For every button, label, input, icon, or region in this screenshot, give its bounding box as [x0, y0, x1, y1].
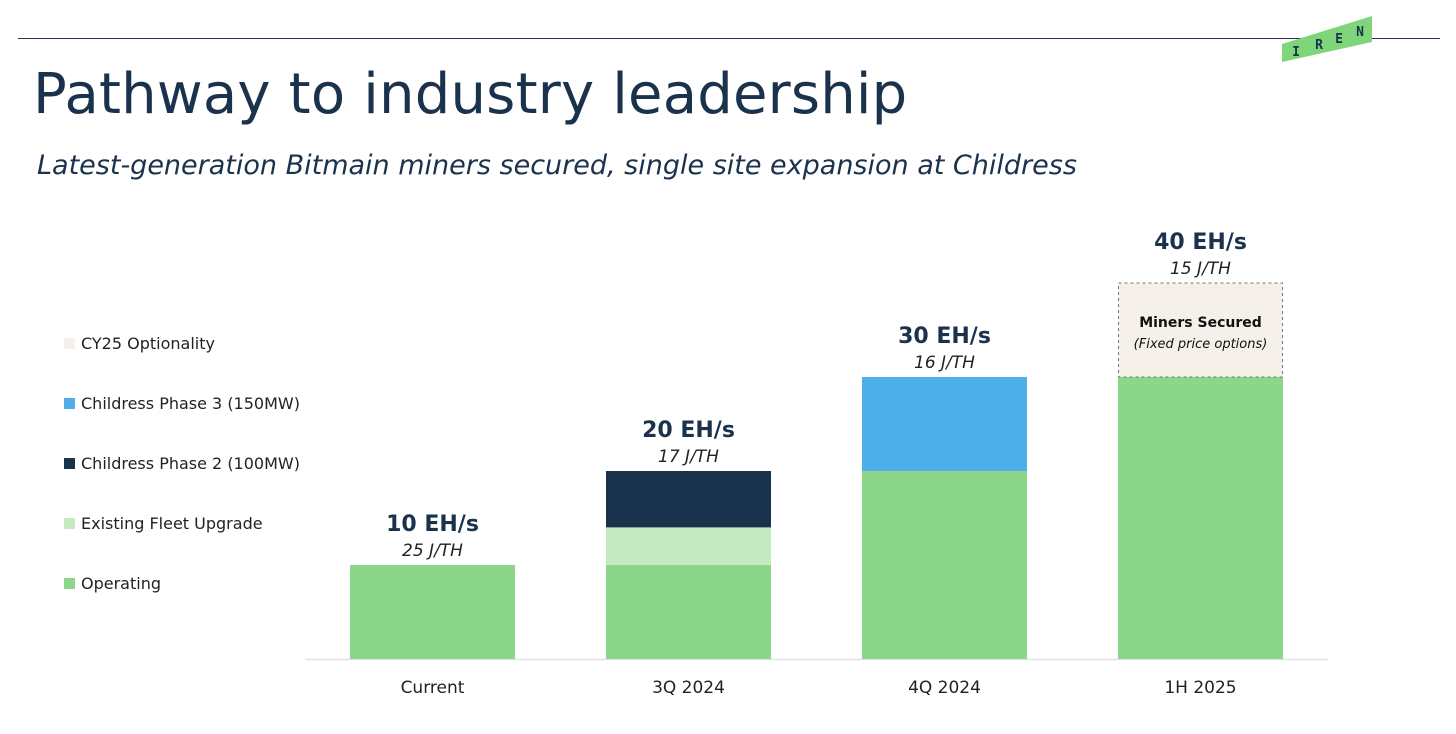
legend-label: Operating — [81, 573, 161, 593]
x-tick-label: 4Q 2024 — [908, 678, 981, 698]
bar-efficiency-label: 15 J/TH — [1170, 259, 1231, 279]
x-tick-label: 1H 2025 — [1164, 678, 1236, 698]
bar-segment-operating — [1118, 377, 1283, 659]
bar-segment-cy25-optionality — [1118, 282, 1283, 378]
legend-swatch — [64, 517, 75, 529]
logo-letter: I — [1292, 45, 1300, 60]
bar-efficiency-label: 16 J/TH — [914, 353, 975, 373]
x-tick-label: Current — [401, 678, 465, 698]
legend-label: Childress Phase 2 (100MW) — [81, 453, 300, 473]
legend-label: Existing Fleet Upgrade — [81, 513, 263, 533]
legend-swatch — [64, 577, 75, 589]
legend-item-childress-phase-2: Childress Phase 2 (100MW) — [64, 453, 300, 473]
header-rule — [18, 38, 1440, 39]
iren-logo: I R E N — [1282, 16, 1372, 62]
bar-segment-childress-phase-2-100mw — [606, 471, 771, 528]
page-subtitle: Latest-generation Bitmain miners secured… — [37, 150, 1077, 181]
bar-total-label: 40 EH/s — [1154, 230, 1247, 255]
annotation-title: Miners Secured — [1139, 315, 1262, 331]
annotation-subtitle: (Fixed price options) — [1134, 337, 1268, 352]
legend-swatch — [64, 397, 75, 409]
legend-item-existing-fleet-upgrade: Existing Fleet Upgrade — [64, 513, 263, 533]
legend-swatch — [64, 457, 75, 469]
bar-segment-operating — [606, 565, 771, 659]
bar-efficiency-label: 25 J/TH — [402, 541, 463, 561]
bar-total-label: 10 EH/s — [386, 512, 479, 537]
legend-item-cy25-optionality: CY25 Optionality — [64, 333, 215, 353]
logo-letter: E — [1335, 32, 1343, 47]
x-tick-label: 3Q 2024 — [652, 678, 725, 698]
bar-segment-operating — [862, 471, 1027, 659]
legend-swatch — [64, 337, 75, 349]
bar-total-label: 30 EH/s — [898, 324, 991, 349]
logo-letter: R — [1315, 38, 1323, 53]
legend-label: Childress Phase 3 (150MW) — [81, 393, 300, 413]
bar-segment-childress-phase-3-150mw — [862, 377, 1027, 471]
bar-segment-existing-fleet-upgrade — [606, 527, 771, 565]
legend-item-childress-phase-3: Childress Phase 3 (150MW) — [64, 393, 300, 413]
legend-label: CY25 Optionality — [81, 333, 215, 353]
page-title: Pathway to industry leadership — [33, 62, 908, 127]
bar-efficiency-label: 17 J/TH — [658, 447, 719, 467]
logo-letter: N — [1356, 25, 1364, 40]
legend-item-operating: Operating — [64, 573, 161, 593]
bar-segment-operating — [350, 565, 515, 659]
logo-parallelogram — [1282, 16, 1372, 62]
bar-total-label: 20 EH/s — [642, 418, 735, 443]
